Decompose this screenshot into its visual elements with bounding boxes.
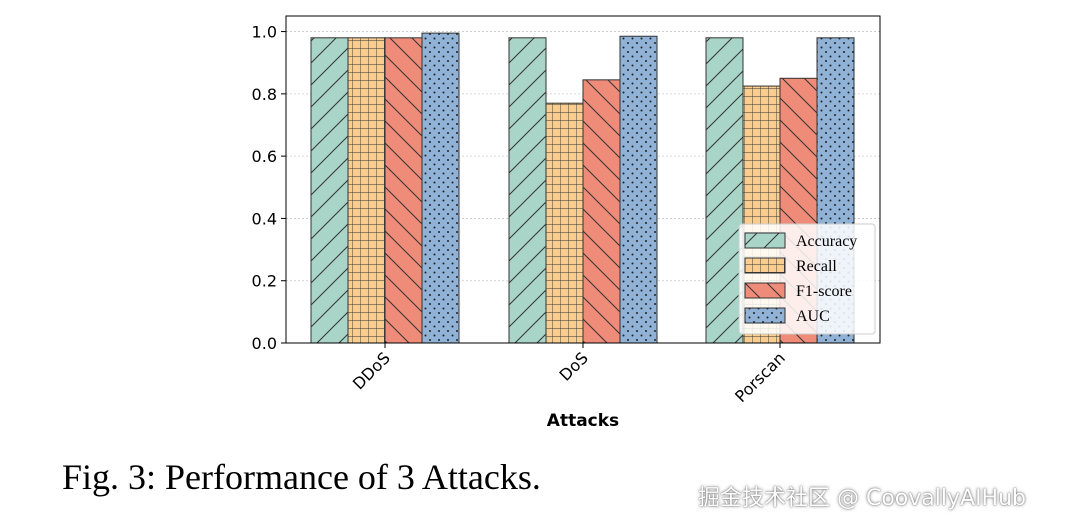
bar bbox=[347, 37, 386, 344]
bar bbox=[421, 32, 460, 344]
y-axis-ticks: 0.0 0.2 0.4 0.6 0.8 1.0 bbox=[252, 23, 286, 353]
legend-box bbox=[738, 223, 876, 335]
legend-swatch bbox=[744, 282, 786, 299]
legend-label: F1-score bbox=[796, 283, 852, 300]
legend-swatch bbox=[744, 307, 786, 324]
y-tick-label: 0.0 bbox=[252, 334, 277, 353]
bar bbox=[384, 37, 423, 344]
legend-label: Accuracy bbox=[796, 233, 857, 250]
y-tick-label: 1.0 bbox=[252, 23, 277, 42]
watermark: 掘金技术社区 @ CoovallyAIHub bbox=[698, 486, 1027, 511]
legend-label: AUC bbox=[796, 308, 830, 325]
figure-caption: Fig. 3: Performance of 3 Attacks. bbox=[62, 457, 541, 497]
bar bbox=[582, 79, 621, 344]
x-tick-label: DoS bbox=[556, 348, 592, 384]
x-axis-title: Attacks bbox=[547, 411, 619, 431]
legend-swatch bbox=[744, 257, 786, 274]
legend-label: Recall bbox=[796, 258, 837, 275]
bar bbox=[545, 102, 584, 344]
x-axis-ticks: DDoS DoS Porscan bbox=[349, 343, 789, 406]
bar bbox=[619, 35, 658, 344]
x-tick-label: DDoS bbox=[349, 348, 394, 393]
legend-swatch bbox=[744, 232, 786, 249]
legend: Accuracy Recall F1-score AUC bbox=[738, 223, 876, 335]
bar bbox=[705, 37, 744, 344]
y-tick-label: 0.8 bbox=[252, 85, 277, 104]
y-tick-label: 0.2 bbox=[252, 272, 277, 291]
bar bbox=[508, 37, 547, 344]
bar bbox=[310, 37, 349, 344]
x-tick-label: Porscan bbox=[731, 348, 789, 406]
y-tick-label: 0.4 bbox=[252, 209, 277, 228]
y-tick-label: 0.6 bbox=[252, 147, 277, 166]
